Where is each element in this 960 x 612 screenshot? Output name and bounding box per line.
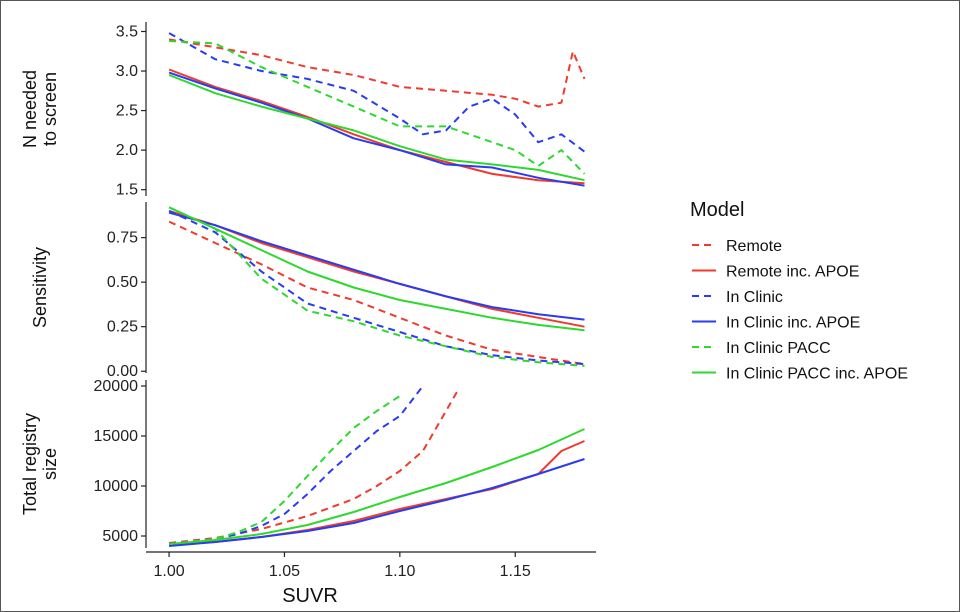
y-tick-label: 1.5 — [116, 182, 138, 199]
x-tick-label: 1.00 — [154, 563, 185, 580]
y-tick-label: 0.50 — [107, 274, 138, 291]
x-tick-label: 1.15 — [500, 563, 531, 580]
x-tick-label: 1.05 — [269, 563, 300, 580]
y-axis-title: to screen — [40, 72, 60, 146]
series-line — [168, 209, 585, 366]
series-line — [168, 395, 401, 545]
y-tick-label: 0.75 — [107, 230, 138, 247]
panel-1: 1.5 2.0 2.5 3.0 3.5 N needed to screen — [20, 22, 586, 199]
legend-item: In Clinic PACC — [692, 340, 831, 357]
y-tick-label: 2.5 — [116, 103, 138, 120]
y-tick-label: 3.0 — [116, 63, 138, 80]
y-axis-title: size — [40, 448, 60, 480]
legend-item: In Clinic — [692, 289, 783, 306]
series-line — [168, 206, 585, 367]
y-tick-label: 5000 — [102, 528, 138, 545]
series-line — [169, 40, 586, 175]
y-axis-title: N needed — [20, 70, 40, 148]
y-tick-label: 0.25 — [107, 319, 138, 336]
y-tick-label: 2.0 — [116, 142, 138, 159]
legend-item: In Clinic PACC inc. APOE — [692, 366, 908, 383]
series-line — [168, 74, 585, 182]
series-line — [168, 38, 586, 108]
series-line — [168, 206, 585, 332]
y-tick-label: 10000 — [94, 478, 139, 495]
legend-item: Remote inc. APOE — [692, 264, 859, 281]
y-tick-label: 0.00 — [107, 363, 138, 380]
y-axis-title: Total registry — [20, 413, 40, 515]
legend-label: In Clinic inc. APOE — [726, 315, 860, 332]
legend-label: In Clinic — [726, 289, 783, 306]
y-axis-title: Sensitivity — [30, 247, 50, 328]
legend-title: Model — [690, 199, 744, 221]
legend-item: In Clinic inc. APOE — [692, 315, 860, 332]
legend-label: In Clinic PACC inc. APOE — [726, 366, 908, 383]
y-tick-label: 3.5 — [116, 23, 138, 40]
legend-item: Remote — [692, 238, 782, 255]
legend-label: In Clinic PACC — [726, 340, 831, 357]
y-tick-label: 15000 — [94, 428, 139, 445]
panel-3: 5000 10000 15000 20000 Total registry size — [20, 378, 585, 548]
panel-2: 0.00 0.25 0.50 0.75 Sensitivity — [30, 202, 585, 380]
series-line — [168, 209, 585, 328]
x-tick-label: 1.10 — [384, 563, 415, 580]
series-line — [168, 385, 424, 545]
series-line — [168, 390, 459, 544]
series-line — [168, 71, 585, 187]
y-tick-label: 20000 — [94, 378, 139, 395]
x-axis: 1.00 1.05 1.10 1.15 — [146, 551, 596, 580]
series-line — [169, 428, 585, 545]
x-axis-title: SUVR — [282, 585, 338, 607]
legend: Model Remote Remote inc. APOE In Clinic In … — [690, 199, 908, 383]
series-line — [168, 68, 585, 185]
legend-label: Remote — [726, 238, 782, 255]
series-line — [168, 211, 585, 321]
panels-layer: 1.5 2.0 2.5 3.0 3.5 N needed to screen 0.00 0.25… — [20, 22, 586, 548]
series-line — [168, 32, 586, 153]
series-line — [169, 458, 585, 547]
legend-label: Remote inc. APOE — [726, 264, 859, 281]
